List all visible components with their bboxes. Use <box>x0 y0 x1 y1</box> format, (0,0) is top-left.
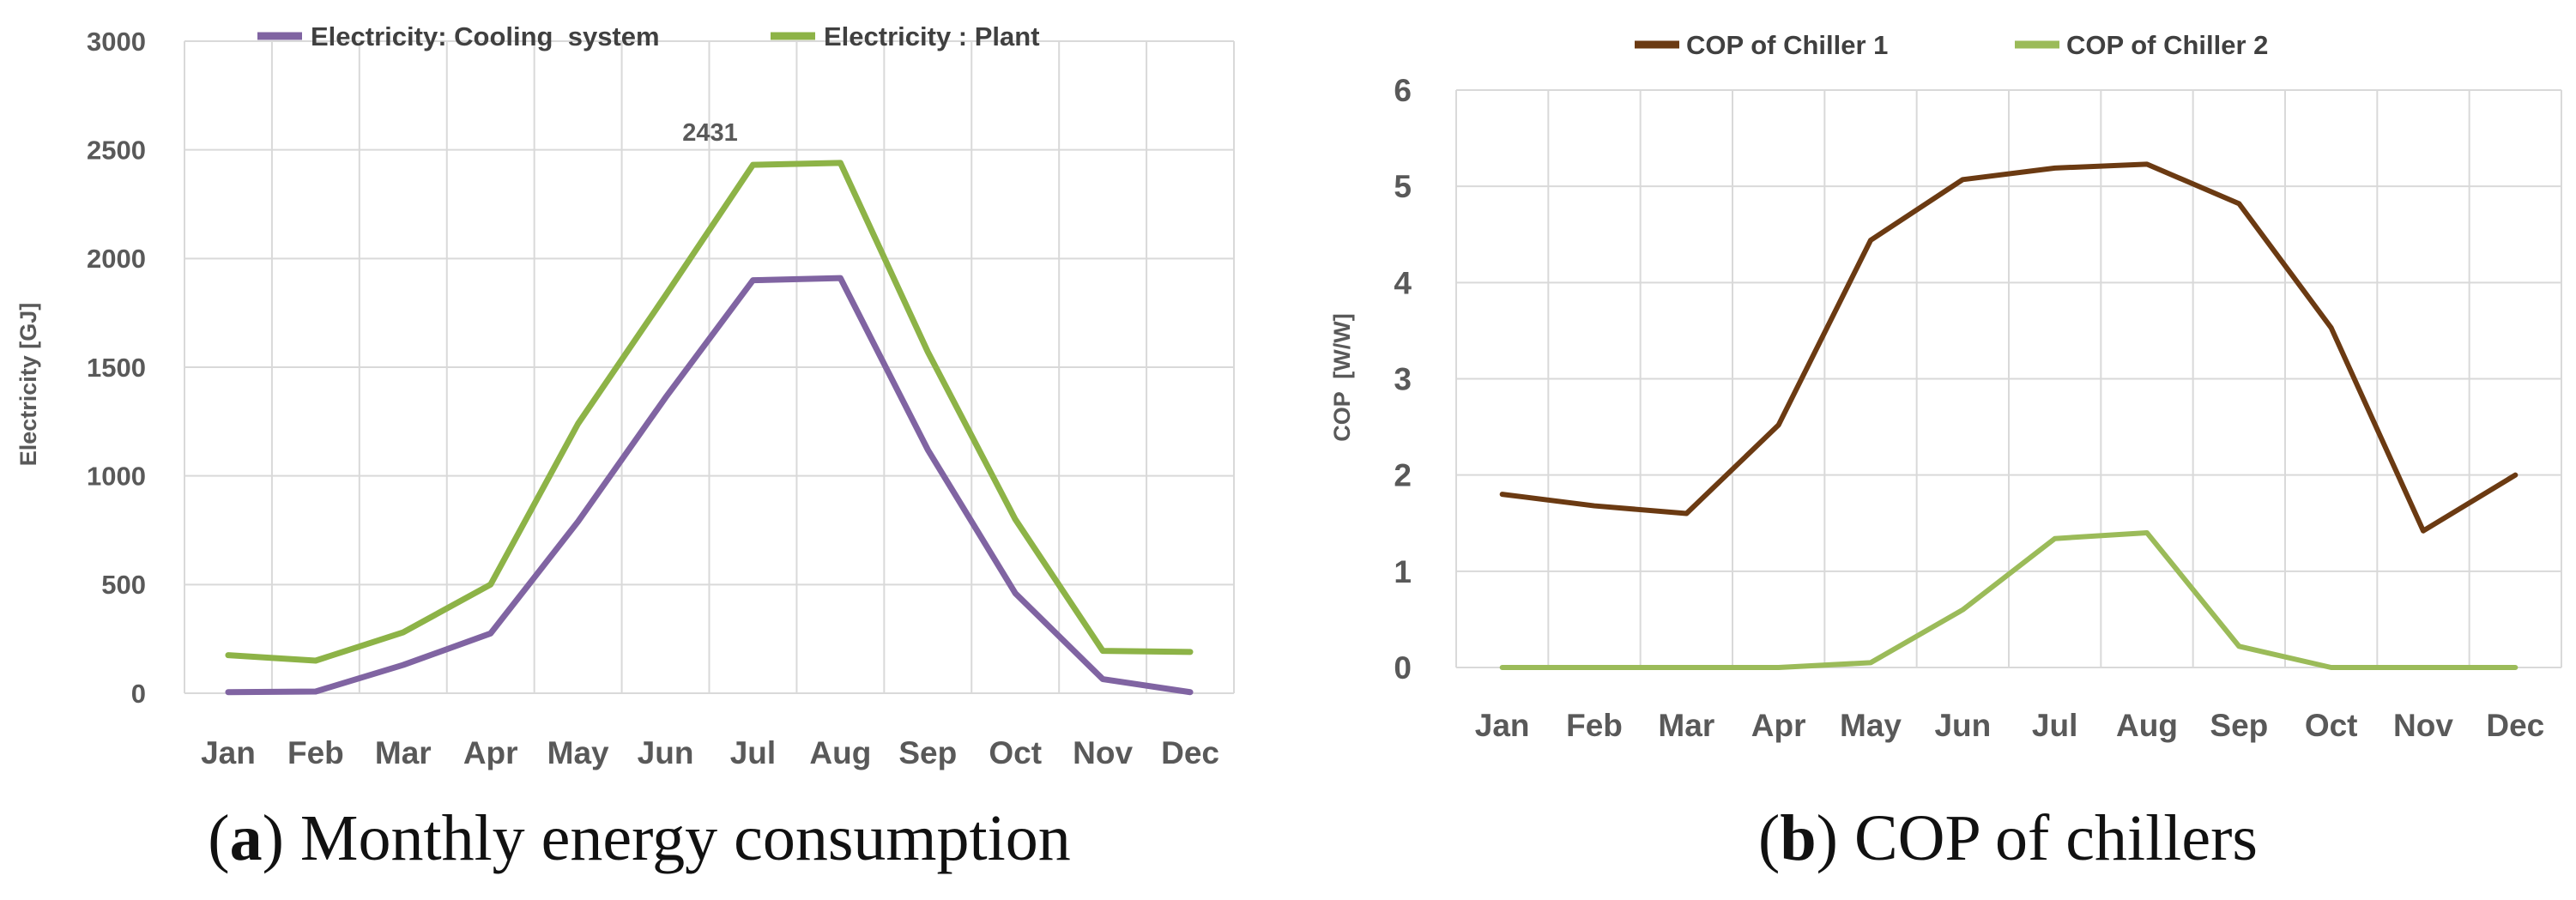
panel-b-label: b <box>1780 802 1816 874</box>
panel-a-legend: Electricity: Cooling system Electricity … <box>257 21 1040 51</box>
y-tick-label: 1000 <box>87 462 146 492</box>
y-tick-label: 2500 <box>87 136 146 166</box>
x-tick-label: Feb <box>287 735 344 770</box>
x-tick-label: Nov <box>1073 735 1133 770</box>
panel-b-series <box>1499 161 2519 670</box>
y-tick-label: 2000 <box>87 244 146 274</box>
x-tick-label: May <box>547 735 609 770</box>
x-tick-label: Feb <box>1566 708 1623 743</box>
x-tick-label: Dec <box>2486 708 2544 743</box>
x-tick-label: Apr <box>1751 708 1806 743</box>
panel-a-series <box>225 160 1194 696</box>
y-tick-label: 5 <box>1394 169 1412 204</box>
y-tick-label: 0 <box>1394 650 1412 686</box>
x-tick-label: Mar <box>1658 708 1714 743</box>
x-tick-label: Sep <box>2210 708 2268 743</box>
x-tick-label: Aug <box>809 735 871 770</box>
series-line-2 <box>1499 529 2519 670</box>
panel-b-cop-chillers: 0 1 2 3 4 5 6 Jan Feb Mar Apr May Jun Jul Aug Sep Oct No… <box>1329 30 2562 874</box>
x-tick-label: Apr <box>463 735 518 770</box>
panel-b-legend: COP of Chiller 1 COP of Chiller 2 <box>1635 30 2268 60</box>
panel-b-y-ticks: 0 1 2 3 4 5 6 <box>1394 73 1412 686</box>
x-tick-label: Jun <box>638 735 694 770</box>
x-tick-label: Mar <box>375 735 432 770</box>
series-line-1 <box>1499 161 2519 534</box>
panel-a-caption-text: Monthly energy consumption <box>284 802 1071 874</box>
x-tick-label: Oct <box>2305 708 2358 743</box>
x-tick-label: Aug <box>2116 708 2178 743</box>
y-tick-label: 500 <box>101 570 146 600</box>
y-tick-label: 1 <box>1394 554 1412 589</box>
y-tick-label: 3000 <box>87 27 146 57</box>
panel-b-caption: (b) COP of chillers <box>1758 802 2258 874</box>
panel-a-caption: (a) Monthly energy consumption <box>208 802 1071 874</box>
panel-b-x-ticks: Jan Feb Mar Apr May Jun Jul Aug Sep Oct Nov Dec <box>1475 708 2544 743</box>
y-tick-label: 6 <box>1394 73 1412 108</box>
x-tick-label: Jul <box>730 735 776 770</box>
panel-b-caption-text: COP of chillers <box>1838 802 2258 874</box>
legend-label-chiller-1: COP of Chiller 1 <box>1686 30 1888 60</box>
series-line-2 <box>225 160 1194 664</box>
x-tick-label: May <box>1840 708 1902 743</box>
panel-a-monthly-energy: 0 500 1000 1500 2000 2500 3000 Jan Feb Mar Apr May… <box>15 21 1235 874</box>
panel-a-annotations: 2431 <box>682 119 738 147</box>
x-tick-label: Oct <box>989 735 1042 770</box>
panel-a-gridlines <box>184 40 1235 693</box>
panel-a-y-axis-label: Electricity [GJ] <box>15 303 41 467</box>
x-tick-label: Nov <box>2393 708 2453 743</box>
x-tick-label: Jan <box>1475 708 1530 743</box>
panel-a-y-ticks: 0 500 1000 1500 2000 2500 3000 <box>87 27 146 709</box>
x-tick-label: Jun <box>1934 708 1991 743</box>
panel-b-gridlines <box>1455 89 2562 667</box>
series-line-1 <box>225 275 1194 696</box>
y-tick-label: 0 <box>131 679 146 709</box>
legend-label-chiller-2: COP of Chiller 2 <box>2066 30 2268 60</box>
legend-label-plant: Electricity : Plant <box>824 21 1040 51</box>
y-tick-label: 4 <box>1394 265 1412 300</box>
y-tick-label: 3 <box>1394 361 1412 396</box>
y-tick-label: 2 <box>1394 458 1412 493</box>
x-tick-label: Jan <box>201 735 256 770</box>
panel-a-x-ticks: Jan Feb Mar Apr May Jun Jul Aug Sep Oct Nov Dec <box>201 735 1219 770</box>
x-tick-label: Sep <box>898 735 957 770</box>
x-tick-label: Jul <box>2032 708 2077 743</box>
legend-label-cooling-system: Electricity: Cooling system <box>311 21 660 51</box>
panel-b-y-axis-label: COP [W/W] <box>1329 313 1355 441</box>
data-label: 2431 <box>682 119 738 147</box>
y-tick-label: 1500 <box>87 353 146 383</box>
x-tick-label: Dec <box>1161 735 1219 770</box>
panel-a-label: a <box>230 802 263 874</box>
